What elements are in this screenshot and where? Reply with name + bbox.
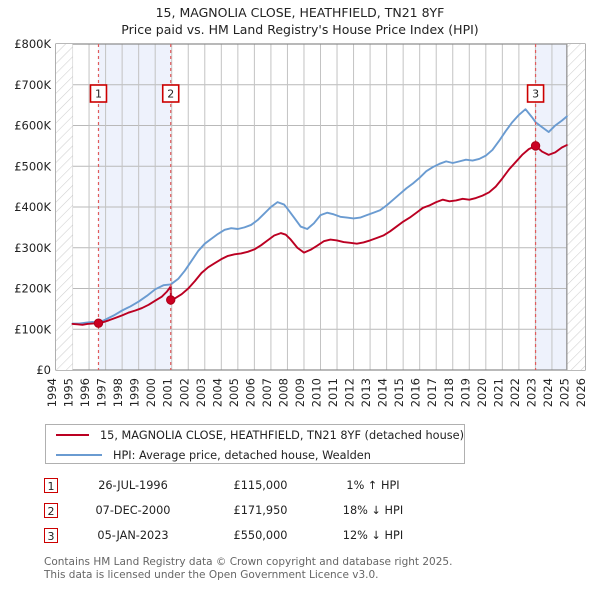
row-date: 26-JUL-1996 — [98, 479, 168, 492]
svg-text:2024: 2024 — [541, 378, 555, 407]
svg-text:2001: 2001 — [161, 378, 175, 407]
svg-text:2025: 2025 — [557, 378, 571, 407]
svg-text:1995: 1995 — [62, 378, 76, 407]
svg-text:2: 2 — [167, 88, 174, 101]
row-badge: 2 — [44, 503, 58, 518]
x-axis-labels: 1994 1995 1996 1997 1998 1999 2000 2001 2002 2003… — [45, 378, 588, 407]
svg-text:2017: 2017 — [425, 378, 439, 407]
svg-text:2016: 2016 — [409, 378, 423, 407]
footer-line-2: This data is licensed under the Open Gov… — [44, 568, 379, 581]
svg-text:£200K: £200K — [14, 282, 51, 296]
table-row: 2 07-DEC-2000 £171,950 18% ↓ HPI — [44, 498, 474, 523]
svg-text:2018: 2018 — [442, 378, 456, 407]
svg-text:2021: 2021 — [491, 378, 505, 407]
svg-text:£400K: £400K — [14, 200, 51, 214]
svg-text:2019: 2019 — [458, 378, 472, 407]
row-date: 07-DEC-2000 — [95, 504, 171, 517]
svg-text:1: 1 — [95, 88, 102, 101]
price-history-chart: £0 £100K £200K £300K £400K £500K £600K £700K £80… — [14, 37, 588, 407]
svg-text:£300K: £300K — [14, 241, 51, 255]
row-badge: 3 — [44, 528, 58, 543]
svg-text:1999: 1999 — [128, 378, 142, 407]
legend-swatch-hpi — [56, 454, 102, 456]
svg-text:2013: 2013 — [359, 378, 373, 407]
row-badge: 1 — [44, 478, 58, 493]
svg-text:1998: 1998 — [111, 378, 125, 407]
svg-text:2007: 2007 — [260, 378, 274, 407]
svg-text:2009: 2009 — [293, 378, 307, 407]
row-hpi-delta: 1% ↑ HPI — [346, 479, 400, 492]
page-title: 15, MAGNOLIA CLOSE, HEATHFIELD, TN21 8YF — [155, 5, 445, 20]
row-date: 05-JAN-2023 — [97, 529, 169, 542]
svg-text:2012: 2012 — [343, 378, 357, 407]
transaction-markers — [93, 141, 541, 328]
svg-text:£600K: £600K — [14, 119, 51, 133]
row-price: £171,950 — [233, 504, 288, 517]
transactions-table: 1 26-JUL-1996 £115,000 1% ↑ HPI 2 07-DEC… — [44, 473, 474, 548]
row-hpi-delta: 12% ↓ HPI — [342, 529, 404, 542]
svg-text:£0: £0 — [36, 363, 51, 377]
y-axis-labels: £0 £100K £200K £300K £400K £500K £600K £700K £80… — [14, 37, 51, 377]
svg-text:1994: 1994 — [45, 378, 59, 407]
chart-legend: 15, MAGNOLIA CLOSE, HEATHFIELD, TN21 8YF… — [45, 424, 465, 464]
copyright-footer: Contains HM Land Registry data © Crown c… — [44, 556, 564, 581]
svg-text:£800K: £800K — [14, 37, 51, 51]
row-price: £115,000 — [233, 479, 288, 492]
svg-text:2002: 2002 — [177, 378, 191, 407]
svg-text:2010: 2010 — [310, 378, 324, 407]
svg-text:2020: 2020 — [475, 378, 489, 407]
chart-series — [71, 108, 568, 326]
svg-text:2004: 2004 — [210, 378, 224, 407]
svg-text:£700K: £700K — [14, 78, 51, 92]
svg-text:2014: 2014 — [376, 378, 390, 407]
legend-item-hpi: HPI: Average price, detached house, Weal… — [46, 445, 464, 465]
svg-text:2008: 2008 — [276, 378, 290, 407]
chart-gridlines — [55, 43, 586, 371]
svg-text:3: 3 — [532, 88, 539, 101]
no-data-hatching — [56, 44, 585, 370]
chart-title-block: 15, MAGNOLIA CLOSE, HEATHFIELD, TN21 8YF… — [0, 0, 600, 38]
svg-text:2006: 2006 — [243, 378, 257, 407]
svg-text:2011: 2011 — [326, 378, 340, 407]
footer-line-1: Contains HM Land Registry data © Crown c… — [44, 556, 453, 568]
legend-label-property: 15, MAGNOLIA CLOSE, HEATHFIELD, TN21 8YF… — [100, 428, 464, 442]
legend-item-property: 15, MAGNOLIA CLOSE, HEATHFIELD, TN21 8YF… — [46, 425, 464, 445]
page-subtitle: Price paid vs. HM Land Registry's House … — [121, 22, 479, 37]
svg-text:£100K: £100K — [14, 322, 51, 336]
row-price: £550,000 — [233, 529, 288, 542]
svg-text:2026: 2026 — [574, 378, 588, 407]
svg-text:2023: 2023 — [524, 378, 538, 407]
legend-swatch-property — [56, 434, 89, 436]
table-row: 3 05-JAN-2023 £550,000 12% ↓ HPI — [44, 523, 474, 548]
row-hpi-delta: 18% ↓ HPI — [342, 504, 404, 517]
legend-label-hpi: HPI: Average price, detached house, Weal… — [113, 448, 371, 462]
svg-text:1997: 1997 — [95, 378, 109, 407]
svg-text:1996: 1996 — [78, 378, 92, 407]
table-row: 1 26-JUL-1996 £115,000 1% ↑ HPI — [44, 473, 474, 498]
svg-text:2015: 2015 — [392, 378, 406, 407]
svg-text:2000: 2000 — [144, 378, 158, 407]
svg-text:2022: 2022 — [508, 378, 522, 407]
svg-text:£500K: £500K — [14, 159, 51, 173]
svg-text:2005: 2005 — [227, 378, 241, 407]
marker-badges: 1 2 3 — [89, 84, 545, 103]
svg-text:2003: 2003 — [194, 378, 208, 407]
